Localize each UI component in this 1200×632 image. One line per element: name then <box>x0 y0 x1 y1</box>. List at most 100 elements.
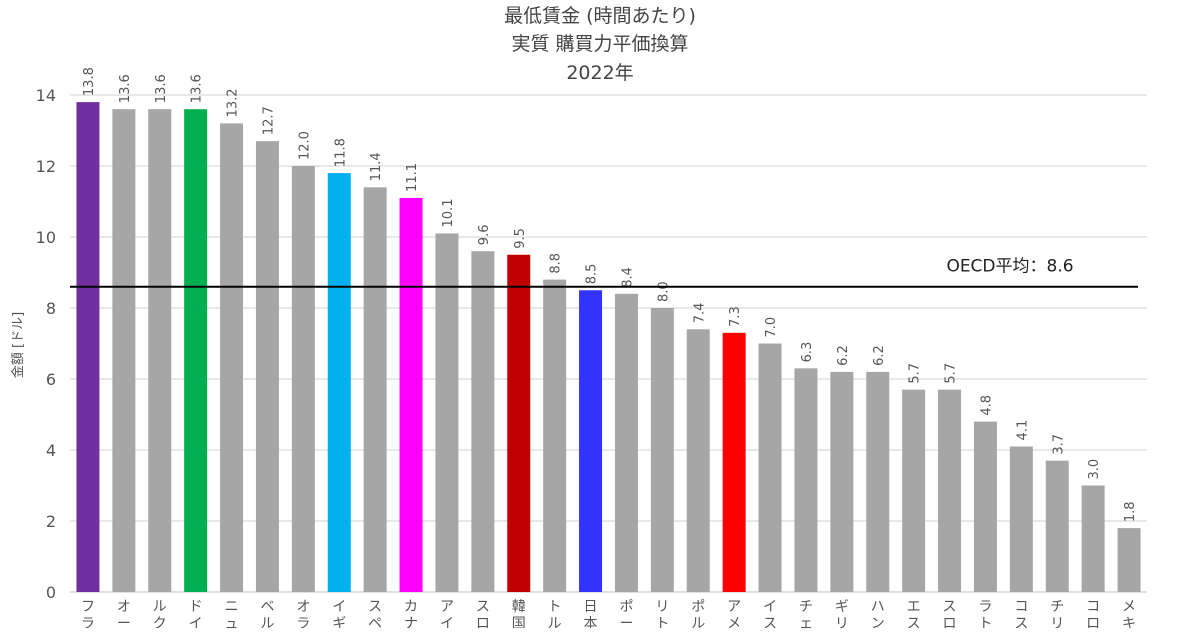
x-tick-label: コ <box>1014 599 1028 615</box>
value-label: 6.3 <box>800 342 815 363</box>
x-tick-label: ト <box>548 599 562 615</box>
x-tick-label: ロ <box>1086 616 1100 628</box>
x-tick-label: ギ <box>835 599 849 615</box>
x-tick-label: 国 <box>512 616 526 628</box>
value-label: 8.5 <box>585 264 600 285</box>
x-tick-label: カ <box>404 599 418 615</box>
bar <box>973 421 997 592</box>
x-tick-label: ス <box>368 599 382 615</box>
x-tick-label: フ <box>81 599 95 615</box>
bar <box>112 109 136 592</box>
x-tick-label: ア <box>727 599 741 615</box>
x-tick-label: ー <box>619 616 633 628</box>
value-label: 9.5 <box>513 228 528 249</box>
x-tick-label: メ <box>1122 599 1136 615</box>
x-tick-label: ス <box>476 599 490 615</box>
bar <box>507 254 531 592</box>
bar <box>686 329 710 592</box>
value-label: 11.4 <box>369 152 384 181</box>
value-label: 4.8 <box>979 395 994 416</box>
x-tick-label: リ <box>655 599 669 615</box>
value-label: 13.6 <box>190 74 205 103</box>
value-label: 9.6 <box>477 225 492 246</box>
value-label: 13.8 <box>82 67 97 96</box>
x-tick-label: ラ <box>978 599 992 615</box>
value-label: 4.1 <box>1015 420 1030 441</box>
x-tick-label: 本 <box>584 616 598 628</box>
value-label: 7.0 <box>764 317 779 338</box>
value-label: 6.2 <box>872 345 887 366</box>
bar <box>148 109 172 592</box>
bar <box>291 166 315 592</box>
value-label: 13.6 <box>118 74 133 103</box>
value-label: 5.7 <box>908 363 923 384</box>
bar <box>184 109 208 592</box>
value-label: 8.4 <box>620 267 635 288</box>
bar <box>1117 528 1141 592</box>
x-tick-label: ス <box>907 616 921 628</box>
x-tick-label: ポ <box>619 599 633 615</box>
value-label: 3.7 <box>1051 434 1066 455</box>
x-tick-label: ュ <box>225 616 239 628</box>
x-tick-label: ス <box>943 599 957 615</box>
value-label: 7.3 <box>728 306 743 327</box>
y-tick-label: 0 <box>46 583 56 602</box>
bar <box>471 251 495 592</box>
x-tick-label: ル <box>153 599 167 615</box>
value-label: 13.2 <box>226 88 241 117</box>
bar <box>902 389 926 592</box>
y-tick-label: 6 <box>46 370 56 389</box>
gridlines <box>70 94 1147 593</box>
value-label: 7.4 <box>692 303 707 324</box>
bar <box>543 279 567 592</box>
x-tick-label: オ <box>117 599 131 615</box>
bar <box>255 141 279 592</box>
value-label: 10.1 <box>441 198 456 227</box>
bar <box>866 371 890 592</box>
x-tick-label: コ <box>1086 599 1100 615</box>
bar <box>579 290 603 592</box>
oecd-average-label: OECD平均：8.6 <box>946 257 1073 277</box>
bar <box>614 293 638 592</box>
y-axis-ticks: 0 2 4 6 8 10 12 14 <box>36 86 56 602</box>
title-line: 実質 購買力平価換算 <box>511 33 688 55</box>
y-axis-label: 金額 [ドル] <box>10 312 26 378</box>
x-tick-label: ル <box>260 616 274 628</box>
x-tick-label: イ <box>440 616 454 628</box>
bar <box>830 371 854 592</box>
x-tick-label: ー <box>117 616 131 628</box>
value-label: 6.2 <box>836 345 851 366</box>
x-tick-label: ン <box>871 616 885 628</box>
x-tick-label: イ <box>189 616 203 628</box>
x-tick-label: ト <box>655 616 669 628</box>
x-tick-label: ポ <box>691 599 705 615</box>
x-tick-label: ベ <box>260 599 274 615</box>
y-tick-label: 2 <box>46 512 56 531</box>
x-tick-label: オ <box>296 599 310 615</box>
value-label: 3.0 <box>1087 459 1102 480</box>
x-tick-label: ス <box>1014 616 1028 628</box>
x-tick-label: ア <box>440 599 454 615</box>
bar <box>794 368 818 592</box>
x-tick-label: ロ <box>943 616 957 628</box>
value-label: 13.6 <box>154 74 169 103</box>
x-tick-label: ニ <box>225 599 239 615</box>
bar <box>220 123 244 593</box>
y-tick-label: 10 <box>36 228 56 247</box>
value-label: 1.8 <box>1123 501 1138 522</box>
bar <box>327 173 351 592</box>
value-label: 11.8 <box>333 138 348 167</box>
x-tick-label: チ <box>1050 599 1064 615</box>
x-tick-label: メ <box>727 616 741 628</box>
y-tick-label: 8 <box>46 299 56 318</box>
x-tick-label: ド <box>189 599 203 615</box>
x-tick-label: ク <box>153 616 167 628</box>
y-tick-label: 12 <box>36 157 56 176</box>
value-label: 5.7 <box>944 363 959 384</box>
title-line: 2022年 <box>566 62 633 84</box>
bar <box>76 102 100 592</box>
value-label: 8.8 <box>549 253 564 274</box>
x-tick-label: エ <box>907 599 921 615</box>
